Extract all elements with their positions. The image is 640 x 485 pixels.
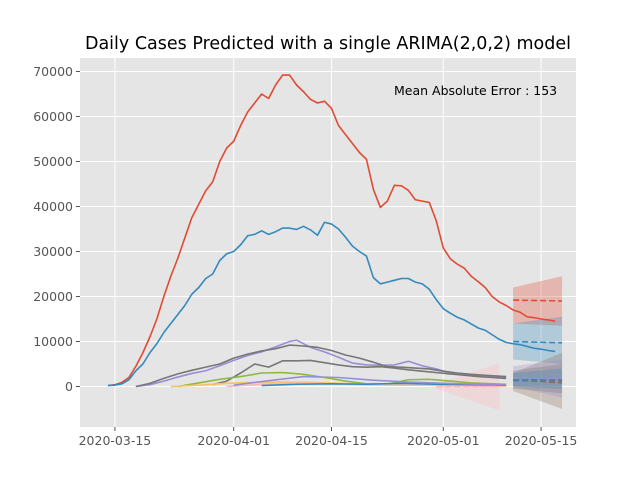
- mae-annotation: Mean Absolute Error : 153: [394, 83, 557, 98]
- plot-area: [80, 58, 576, 427]
- y-tick-label: 40000: [33, 199, 73, 214]
- x-tick-label: 2020-05-15: [505, 433, 578, 448]
- y-tick-label: 0: [65, 379, 73, 394]
- x-tick-label: 2020-04-01: [197, 433, 270, 448]
- y-tick-label: 10000: [33, 334, 73, 349]
- x-tick-label: 2020-05-01: [407, 433, 480, 448]
- x-tick-label: 2020-03-15: [79, 433, 152, 448]
- y-tick-label: 60000: [33, 109, 73, 124]
- chart-title: Daily Cases Predicted with a single ARIM…: [85, 34, 571, 54]
- x-tick-label: 2020-04-15: [295, 433, 368, 448]
- y-tick-label: 50000: [33, 154, 73, 169]
- y-tick-label: 20000: [33, 289, 73, 304]
- y-tick-label: 30000: [33, 244, 73, 259]
- y-tick-label: 70000: [33, 64, 73, 79]
